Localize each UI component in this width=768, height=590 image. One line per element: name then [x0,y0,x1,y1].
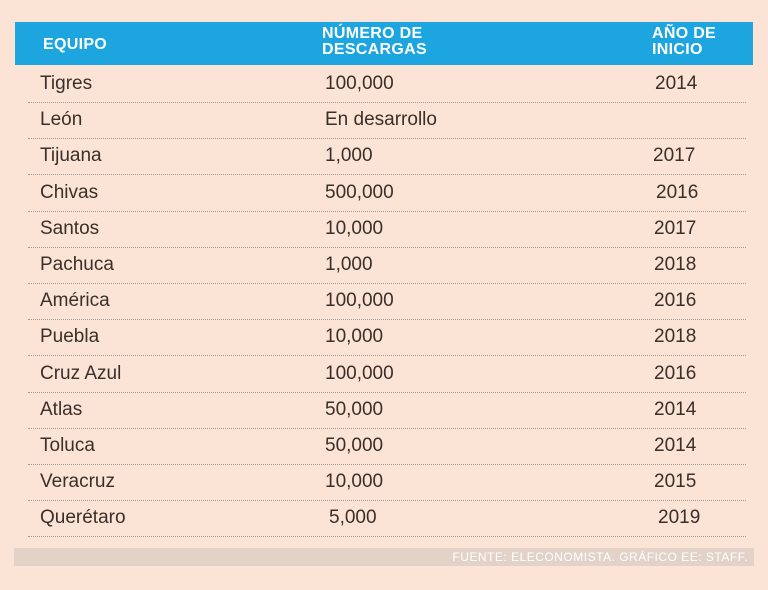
downloads-cell: 500,000 [325,181,394,203]
downloads-cell: En desarrollo [325,109,437,131]
team-cell: Veracruz [40,471,115,493]
table-row: Cruz Azul 100,000 2016 [28,356,746,393]
header-year-line1: AÑO DE [652,25,717,42]
downloads-cell: 100,000 [325,290,394,312]
table-row: Pachuca 1,000 2018 [28,247,746,284]
year-cell: 2017 [653,145,696,167]
downloads-cell: 1,000 [325,145,373,167]
header-downloads: NÚMERO DE DESCARGAS [322,26,427,58]
table-row: América 100,000 2016 [28,283,746,321]
table-row: Atlas 50,000 2014 [28,392,746,429]
year-cell: 2019 [658,507,701,529]
header-downloads-line1: NÚMERO DE [322,25,423,42]
year-cell: 2018 [654,254,697,275]
year-cell: 2016 [654,362,697,384]
team-cell: Tijuana [40,145,102,167]
year-cell: 2017 [654,217,697,239]
header-downloads-line2: DESCARGAS [322,41,427,58]
downloads-cell: 1,000 [325,254,373,275]
team-cell: Chivas [40,181,99,203]
source-footer: FUENTE: ELECONOMISTA. GRÁFICO EE: STAFF. [14,548,754,566]
downloads-cell: 10,000 [325,326,384,348]
year-cell: 2014 [655,73,698,94]
year-cell: 2016 [654,290,697,312]
table-row: Puebla 10,000 2018 [28,319,746,357]
team-cell: Tigres [40,73,93,94]
table-row: León En desarrollo [28,102,746,140]
team-cell: Santos [40,217,100,239]
table-row: Veracruz 10,000 2015 [28,464,746,502]
header-year-line2: INICIO [652,41,703,58]
header-year: AÑO DE INICIO [652,26,716,58]
year-cell: 2015 [654,471,697,493]
downloads-cell: 10,000 [325,471,384,493]
year-cell: 2016 [656,181,699,203]
header-team: EQUIPO [43,36,108,53]
source-text: FUENTE: ELECONOMISTA. GRÁFICO EE: STAFF. [452,550,748,564]
downloads-cell: 10,000 [325,217,384,239]
downloads-cell: 100,000 [325,73,394,94]
team-cell: América [40,290,110,312]
downloads-cell: 50,000 [325,398,384,420]
year-cell: 2014 [654,435,697,456]
team-cell: Puebla [40,326,100,348]
year-cell: 2018 [654,326,697,348]
downloads-cell: 5,000 [329,507,377,529]
table-row: Chivas 500,000 2016 [28,175,746,212]
team-cell: Cruz Azul [40,362,122,384]
downloads-cell: 50,000 [325,435,384,456]
table-row: Querétaro 5,000 2019 [28,500,746,538]
team-cell: Atlas [40,398,83,420]
table-row: Toluca 50,000 2014 [28,428,746,465]
table-row: Tijuana 1,000 2017 [28,138,746,176]
table-row: Tigres 100,000 2014 [28,66,746,103]
downloads-cell: 100,000 [325,362,394,384]
team-cell: Querétaro [40,507,126,529]
table-header: EQUIPO NÚMERO DE DESCARGAS AÑO DE INICIO [15,22,753,65]
year-cell: 2014 [654,398,697,420]
table-row: Santos 10,000 2017 [28,211,746,248]
team-cell: León [40,109,83,131]
team-cell: Pachuca [40,254,114,275]
team-cell: Toluca [40,435,95,456]
